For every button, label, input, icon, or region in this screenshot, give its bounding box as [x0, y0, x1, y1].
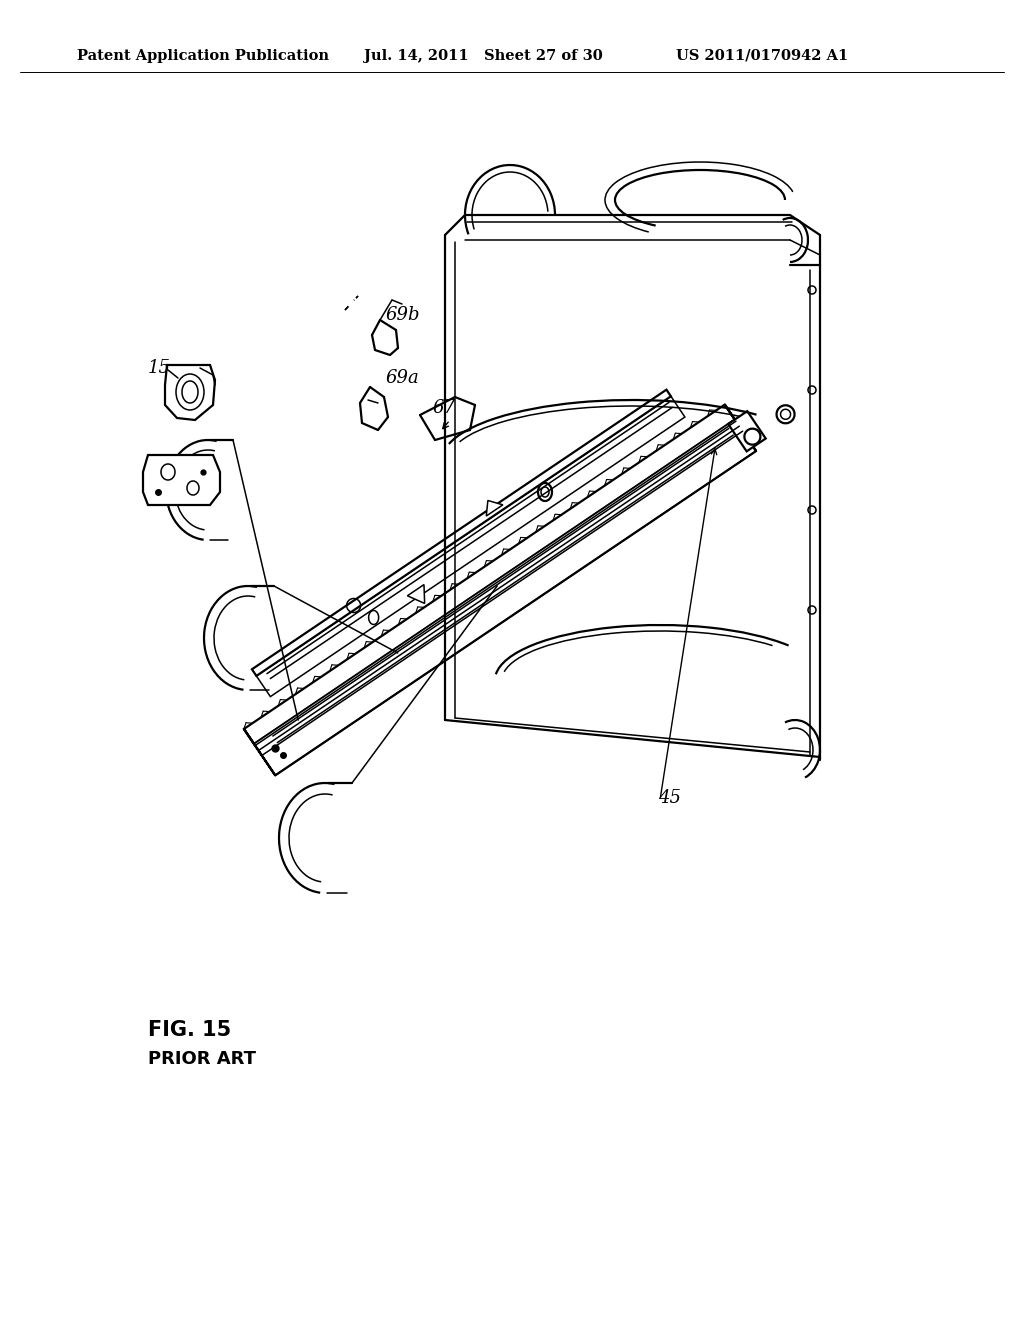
- Text: FIG. 15: FIG. 15: [148, 1020, 231, 1040]
- Text: Jul. 14, 2011   Sheet 27 of 30: Jul. 14, 2011 Sheet 27 of 30: [364, 49, 602, 63]
- Text: US 2011/0170942 A1: US 2011/0170942 A1: [676, 49, 848, 63]
- Polygon shape: [165, 366, 215, 420]
- Polygon shape: [143, 455, 220, 506]
- Polygon shape: [256, 396, 685, 697]
- Text: 67: 67: [432, 399, 455, 417]
- Polygon shape: [244, 729, 275, 775]
- Text: PRIOR ART: PRIOR ART: [148, 1049, 256, 1068]
- Polygon shape: [254, 420, 756, 775]
- Text: 69b: 69b: [385, 306, 420, 323]
- Text: 15: 15: [148, 359, 171, 378]
- Text: 45: 45: [658, 789, 681, 807]
- Polygon shape: [728, 411, 766, 451]
- Polygon shape: [486, 500, 503, 516]
- Polygon shape: [725, 405, 756, 451]
- Text: 69a: 69a: [385, 370, 419, 387]
- Text: Patent Application Publication: Patent Application Publication: [77, 49, 329, 63]
- Polygon shape: [252, 389, 671, 676]
- Polygon shape: [244, 405, 735, 744]
- Polygon shape: [408, 585, 425, 603]
